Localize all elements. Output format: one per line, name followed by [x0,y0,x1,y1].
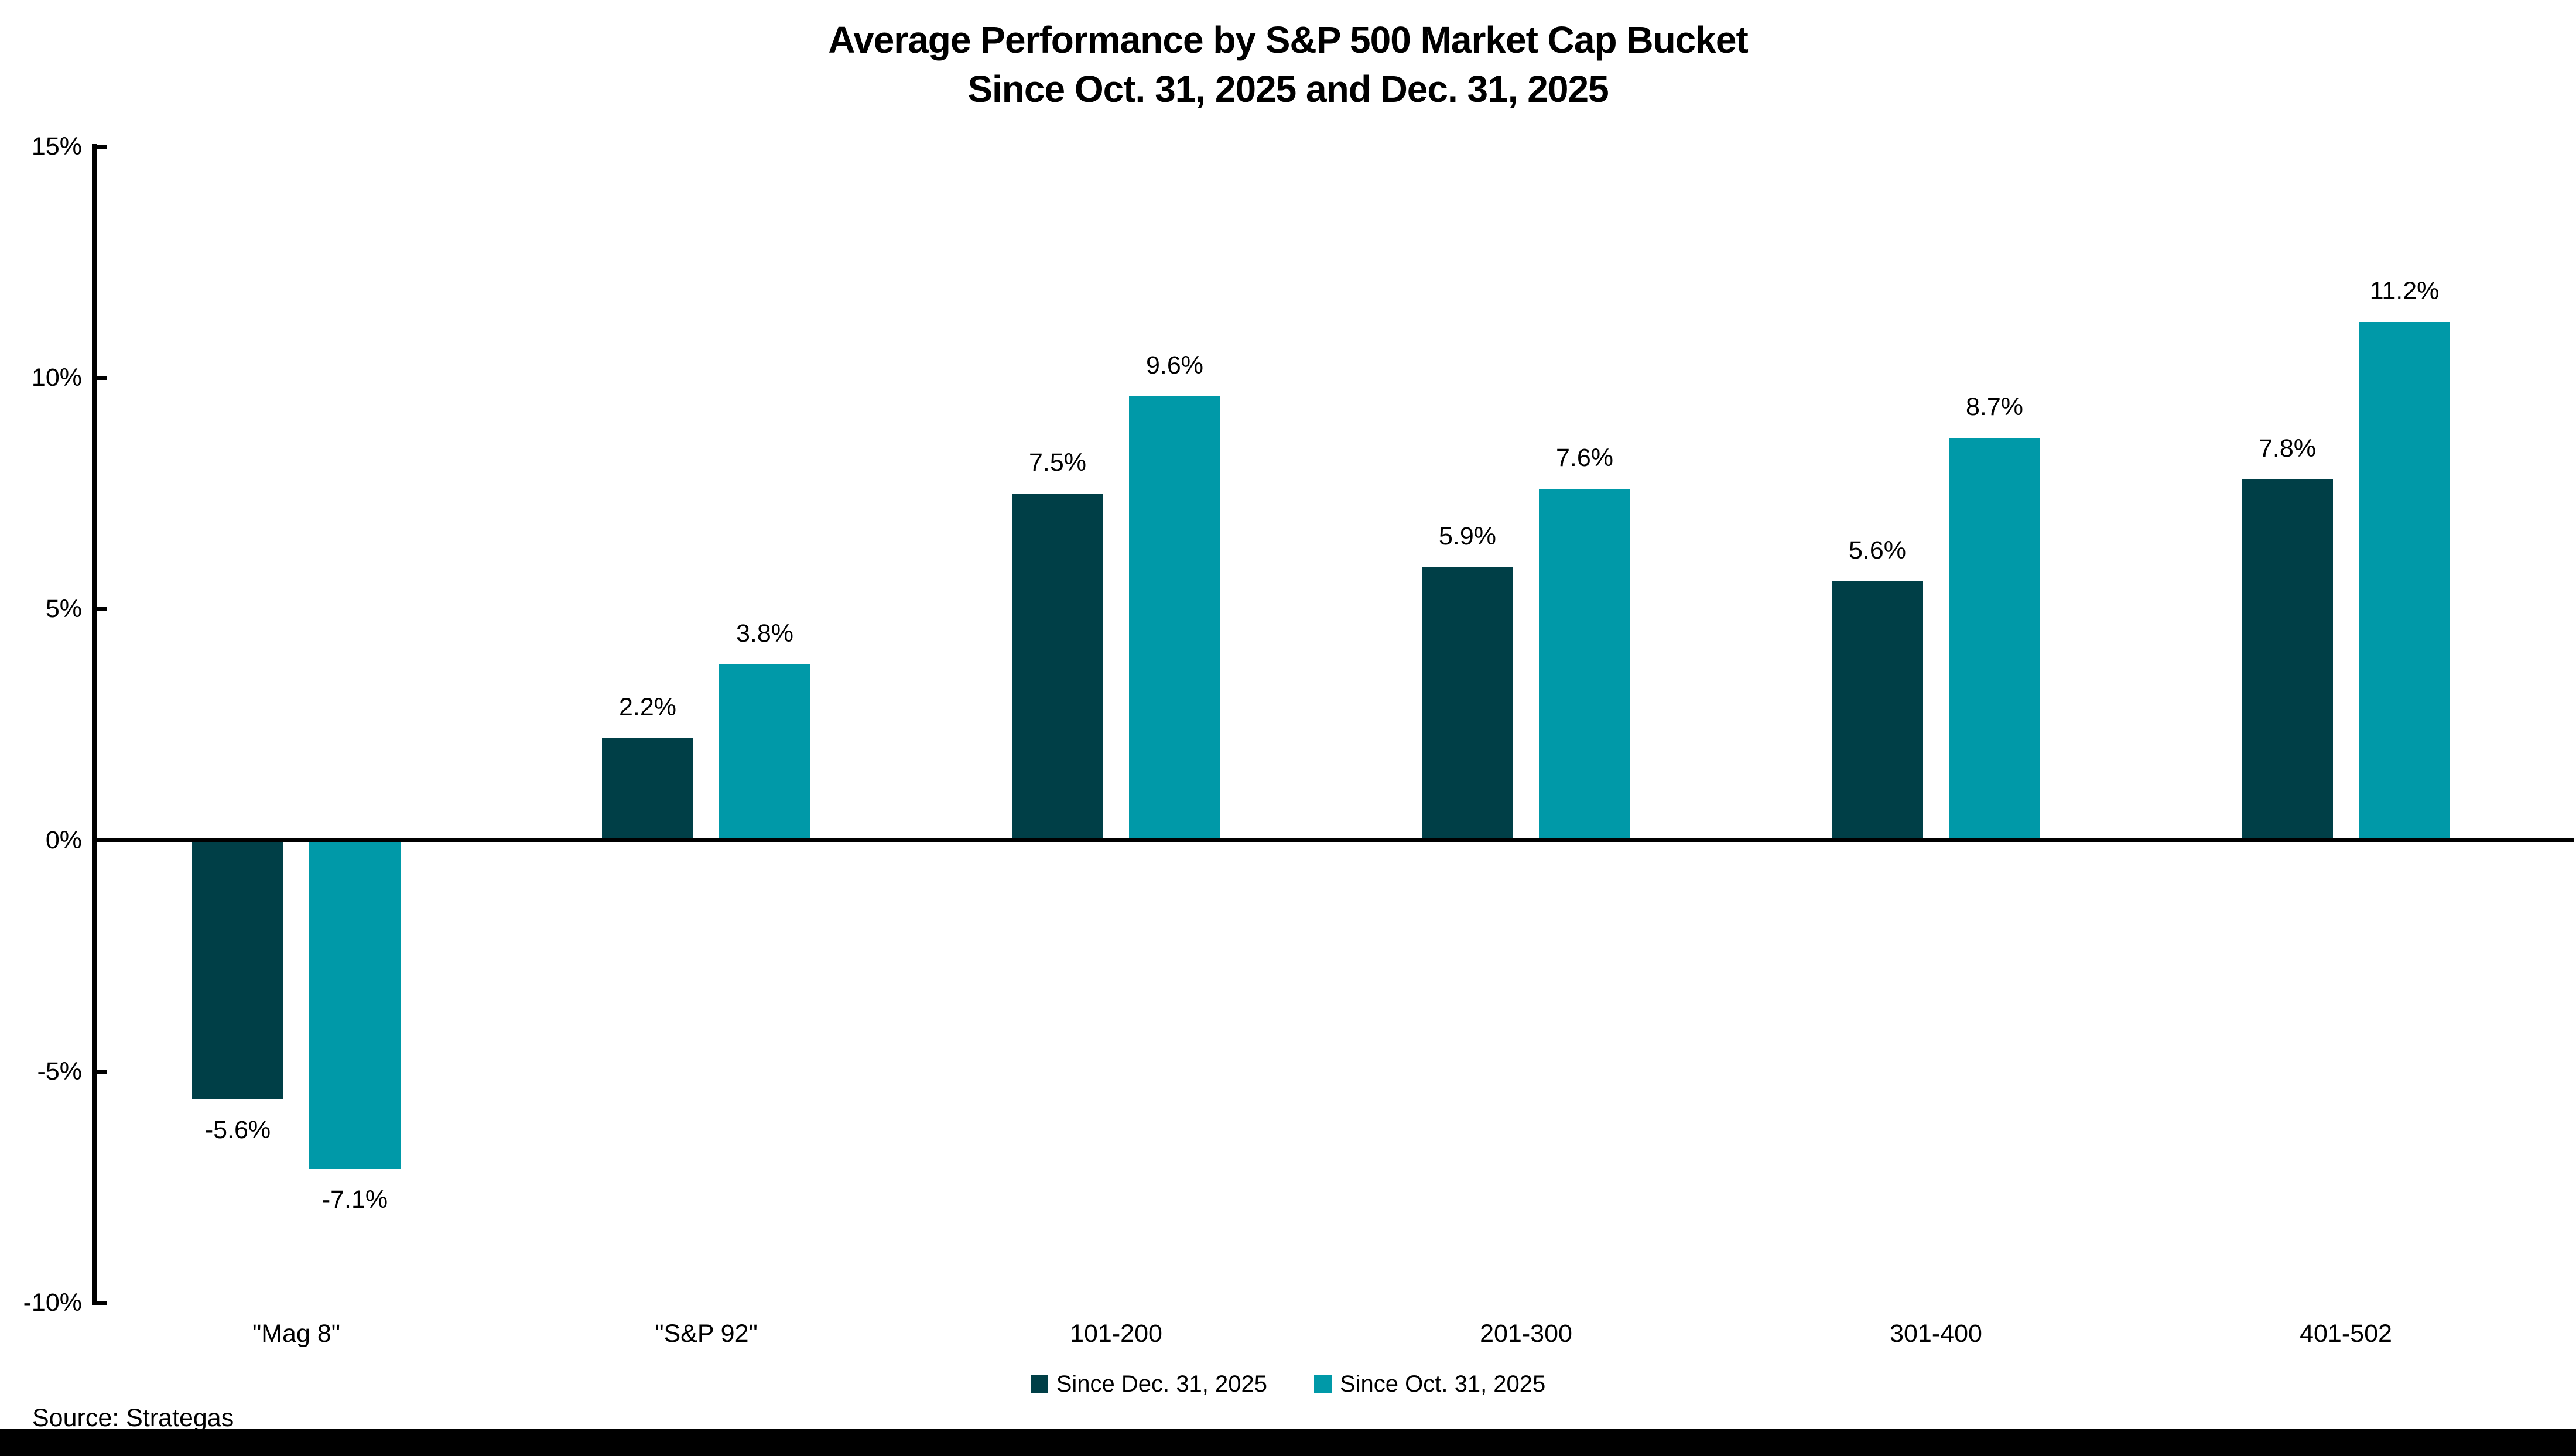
value-label: 2.2% [618,693,676,722]
bar-oct-6 [2359,322,2450,840]
bar-oct-3 [1129,396,1220,840]
bar-oct-2 [719,664,810,840]
value-label: 7.8% [2258,434,2316,463]
bar-dec-6 [2242,479,2333,840]
bar-dec-5 [1832,581,1923,840]
x-category-label: 401-502 [2300,1320,2392,1348]
y-tick-label: 10% [31,364,82,392]
y-tick-mark [97,376,107,380]
value-label: 11.2% [2369,277,2440,306]
x-category-label: 201-300 [1480,1320,1572,1348]
bar-oct-5 [1949,437,2040,840]
chart-title-block: Average Performance by S&P 500 Market Ca… [0,15,2576,114]
chart-subtitle: Since Oct. 31, 2025 and Dec. 31, 2025 [967,68,1609,110]
y-tick-mark [97,1070,107,1074]
y-axis-line [92,144,97,1305]
value-label: 8.7% [1965,392,2023,421]
y-tick-mark [97,607,107,611]
chart-title: Average Performance by S&P 500 Market Ca… [828,19,1749,61]
bar-dec-2 [602,738,693,840]
footer-bar [0,1429,2576,1456]
y-tick-label: 0% [45,826,82,854]
x-category-label: "Mag 8" [252,1320,341,1348]
y-tick-label: 5% [45,595,82,623]
value-label: 5.6% [1848,536,1906,564]
legend: Since Dec. 31, 2025 Since Oct. 31, 2025 [0,1370,2576,1398]
legend-item-since-dec: Since Dec. 31, 2025 [1030,1370,1267,1398]
value-label: 7.5% [1028,448,1086,477]
y-tick-mark [97,145,107,149]
legend-label-since-dec: Since Dec. 31, 2025 [1056,1371,1267,1397]
y-tick-label: 15% [31,132,82,160]
x-category-label: 101-200 [1070,1320,1162,1348]
legend-swatch-since-oct [1313,1375,1332,1393]
value-label: 9.6% [1145,351,1203,379]
bar-oct-4 [1539,488,1630,840]
y-tick-label: -5% [37,1057,82,1085]
y-tick-label: -10% [23,1289,82,1317]
x-category-label: 301-400 [1890,1320,1982,1348]
legend-label-since-oct: Since Oct. 31, 2025 [1339,1371,1546,1397]
legend-item-since-oct: Since Oct. 31, 2025 [1313,1370,1546,1398]
x-category-label: "S&P 92" [655,1320,758,1348]
bar-dec-4 [1422,567,1513,840]
bar-dec-3 [1012,493,1103,840]
value-label: -7.1% [321,1185,388,1214]
bar-dec-1 [192,840,283,1099]
value-label: 5.9% [1438,522,1496,550]
y-tick-mark [97,1301,107,1305]
source-label: Source: Strategas [32,1404,234,1432]
value-label: 3.8% [735,619,793,648]
bar-oct-1 [309,840,401,1169]
legend-swatch-since-dec [1030,1375,1048,1393]
zero-line [92,838,2574,842]
value-label: 7.6% [1555,443,1613,472]
value-label: -5.6% [204,1116,271,1145]
